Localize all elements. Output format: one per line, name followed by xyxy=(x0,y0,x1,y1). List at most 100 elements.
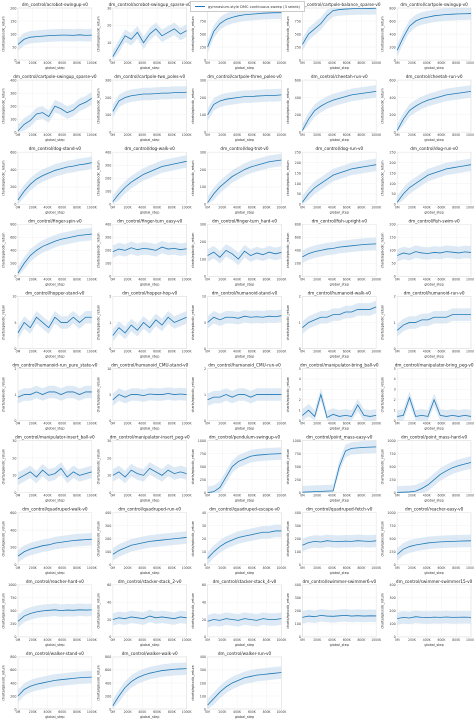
subplot-title: dm_control/humanoid_CMU-run-v0 xyxy=(208,363,281,368)
x-tick-label: 200K xyxy=(29,566,38,570)
y-tick-label: 200 xyxy=(200,240,206,244)
y-tick-label: 4 xyxy=(394,377,396,381)
x-tick-label: 400K xyxy=(233,566,242,570)
y-tick-label: 400 xyxy=(10,168,16,172)
y-tick-label: 0 xyxy=(109,203,111,207)
y-tick-label: 100 xyxy=(200,694,206,698)
x-tick-label: 0M xyxy=(16,205,21,209)
y-tick-label: 250 xyxy=(200,478,206,482)
x-tick-label: 1000K xyxy=(276,422,287,426)
subplot: dm_control/manipulator-bring_peg-v0 0 1 2 3 4… xyxy=(381,363,474,431)
series-line xyxy=(17,676,92,697)
x-tick-label: 400K xyxy=(44,494,53,498)
series-line xyxy=(302,540,377,546)
x-tick-label: 0M xyxy=(395,494,400,498)
confidence-band xyxy=(112,462,187,484)
subplot: dm_control/finger-spin-v0 0 200 400 600 800 0M… xyxy=(2,218,98,286)
x-tick-label: 0M xyxy=(205,277,210,281)
x-tick-label: 1000K xyxy=(371,494,382,498)
x-tick-label: 600K xyxy=(58,638,67,642)
y-tick-label: 200 xyxy=(389,609,395,613)
y-tick-label: 0 xyxy=(14,275,16,279)
subplot-title: dm_control/dog-stand-v0 xyxy=(29,146,82,151)
subplot: dm_control/cartpole-swingup_sparse-v0 0 10… xyxy=(2,74,98,142)
x-tick-label: 0M xyxy=(300,350,305,354)
y-tick-label: 1 xyxy=(14,393,16,397)
y-tick-label: 5 xyxy=(109,393,111,397)
x-tick-label: 200K xyxy=(408,350,417,354)
x-tick-label: 400K xyxy=(328,566,337,570)
x-axis-label: global_step xyxy=(235,66,254,70)
y-tick-label: 0 xyxy=(299,347,301,351)
x-axis-label: global_step xyxy=(235,715,254,719)
x-axis-label: global_step xyxy=(235,282,254,286)
series-line xyxy=(17,316,92,334)
x-tick-label: 1000K xyxy=(371,638,382,642)
x-tick-label: 400K xyxy=(44,422,53,426)
x-tick-label: 1000K xyxy=(276,710,287,714)
subplot-title: dm_control/manipulator-bring_ball-v0 xyxy=(300,363,379,368)
y-tick-label: 100 xyxy=(200,113,206,117)
x-tick-label: 400K xyxy=(138,638,147,642)
x-tick-label: 0M xyxy=(110,494,115,498)
y-tick-label: 0 xyxy=(109,635,111,639)
x-tick-label: 1000K xyxy=(371,350,382,354)
x-tick-label: 600K xyxy=(343,133,352,137)
confidence-band xyxy=(18,28,92,51)
y-axis-label: charts/episodic_return xyxy=(191,449,195,485)
y-tick-label: 150 xyxy=(10,19,16,23)
subplot: dm_control/cheetah-run-v0 0 200 400 600 0M 200… xyxy=(286,74,382,142)
series-line xyxy=(396,13,472,51)
y-tick-label: 2 xyxy=(14,367,16,371)
x-tick-label: 800K xyxy=(452,566,461,570)
x-axis-label: global_step xyxy=(330,138,349,142)
x-tick-label: 1000K xyxy=(466,350,474,354)
confidence-band xyxy=(207,447,282,493)
x-axis-label: global_step xyxy=(45,499,64,503)
y-axis-label: charts/episodic_return xyxy=(191,16,195,52)
x-tick-label: 600K xyxy=(438,61,447,65)
x-tick-label: 800K xyxy=(168,638,177,642)
x-tick-label: 0M xyxy=(16,422,21,426)
x-axis-label: global_step xyxy=(330,499,349,503)
x-axis-label: global_step xyxy=(235,571,254,575)
x-tick-label: 400K xyxy=(423,350,432,354)
x-tick-label: 0M xyxy=(205,638,210,642)
y-tick-label: 20 xyxy=(202,618,206,622)
y-tick-label: 200 xyxy=(200,681,206,685)
y-tick-label: 250 xyxy=(295,45,301,49)
x-tick-label: 400K xyxy=(233,638,242,642)
x-tick-label: 200K xyxy=(313,61,322,65)
x-axis-label: global_step xyxy=(45,138,64,142)
x-tick-label: 600K xyxy=(58,133,67,137)
x-tick-label: 600K xyxy=(438,350,447,354)
y-tick-label: 750 xyxy=(389,452,395,456)
y-tick-label: 200 xyxy=(10,262,16,266)
y-tick-label: 10 xyxy=(12,295,16,299)
x-tick-label: 400K xyxy=(233,710,242,714)
x-tick-label: 0M xyxy=(205,61,210,65)
y-tick-label: 200 xyxy=(200,168,206,172)
y-tick-label: 100 xyxy=(10,32,16,36)
x-tick-label: 0M xyxy=(16,133,21,137)
subplot: dm_control/humanoid_CMU-run-v0 0 1 2 0M 200K 4… xyxy=(191,363,287,431)
y-axis-label: charts/episodic_return xyxy=(381,449,385,485)
y-tick-label: 150 xyxy=(389,236,395,240)
y-tick-label: 2 xyxy=(394,398,396,402)
y-tick-label: 0 xyxy=(299,563,301,567)
x-tick-label: 800K xyxy=(452,277,461,281)
y-tick-label: 1000 xyxy=(198,439,206,443)
x-tick-label: 400K xyxy=(328,494,337,498)
series-line xyxy=(397,396,472,417)
subplot-title: dm_control/acrobot-swingup_sparse-v0 xyxy=(109,2,191,7)
y-tick-label: 1000 xyxy=(387,511,395,515)
x-tick-label: 400K xyxy=(233,350,242,354)
x-axis-label: global_step xyxy=(235,355,254,359)
y-tick-label: 400 xyxy=(200,655,206,659)
x-tick-label: 0M xyxy=(110,710,115,714)
x-tick-label: 400K xyxy=(233,422,242,426)
x-tick-label: 400K xyxy=(44,638,53,642)
y-tick-label: 0 xyxy=(299,419,301,423)
subplot-title: dm_control/dog-run-v0 xyxy=(410,146,458,151)
y-tick-label: 100 xyxy=(105,262,111,266)
